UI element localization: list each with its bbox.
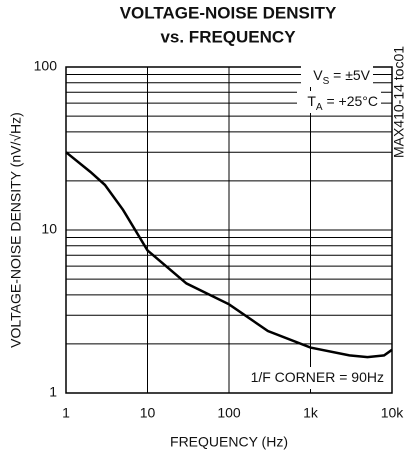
plot-frame — [65, 66, 393, 394]
chart-title: VOLTAGE-NOISE DENSITY — [120, 3, 337, 22]
y-tick-label: 1 — [49, 384, 57, 400]
line — [65, 151, 393, 359]
annotation: TA = +25°C — [307, 93, 378, 113]
x-tick-label: 10 — [140, 405, 156, 421]
annotation-part: = ±5V — [329, 67, 370, 83]
annotation-bg — [297, 91, 381, 113]
y-tick-label: 100 — [34, 58, 58, 74]
annotation-bg — [241, 367, 387, 389]
annotation-bg — [301, 65, 373, 87]
x-tick-label: 10k — [381, 405, 405, 421]
annotation-part: A — [316, 102, 323, 113]
x-tick-label: 100 — [217, 405, 241, 421]
annotation-part: T — [307, 93, 316, 109]
annotation: VS = ±5V — [313, 67, 370, 87]
side-note-bg — [394, 67, 404, 137]
annotation-part: S — [323, 76, 330, 87]
annotation-part: 1/F CORNER = 90Hz — [251, 369, 384, 385]
annotation-part: = +25°C — [323, 93, 378, 109]
y-tick-label: 10 — [41, 221, 57, 237]
y-axis-label: VOLTAGE-NOISE DENSITY (nV/√Hz) — [8, 112, 24, 348]
chart-title: vs. FREQUENCY — [160, 27, 296, 46]
annotation-part: V — [313, 67, 323, 83]
annotation: 1/F CORNER = 90Hz — [251, 369, 384, 385]
side-note: MAX410-14 toc01 — [391, 46, 407, 158]
x-tick-label: 1k — [303, 405, 319, 421]
x-axis-label: FREQUENCY (Hz) — [170, 434, 288, 450]
x-tick-label: 1 — [62, 405, 70, 421]
